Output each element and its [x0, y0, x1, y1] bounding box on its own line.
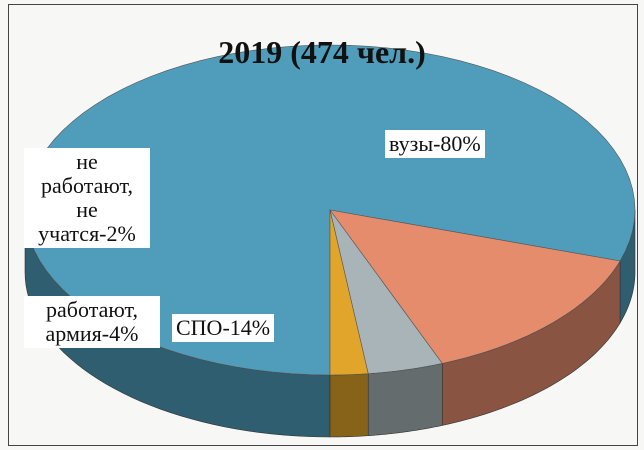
- data-label: не работают, не учатся-2%: [24, 148, 150, 248]
- pie-slice: [329, 209, 621, 364]
- data-label: вузы-80%: [385, 130, 485, 158]
- pie-slice: [329, 209, 443, 375]
- data-label: работают, армия-4%: [24, 296, 160, 348]
- pie-side: [367, 363, 443, 437]
- pie-slice: [329, 209, 369, 376]
- data-label: СПО-14%: [172, 314, 275, 342]
- chart-title: 2019 (474 чел.): [218, 34, 426, 70]
- pie-side: [329, 373, 369, 438]
- frame: [8, 4, 638, 446]
